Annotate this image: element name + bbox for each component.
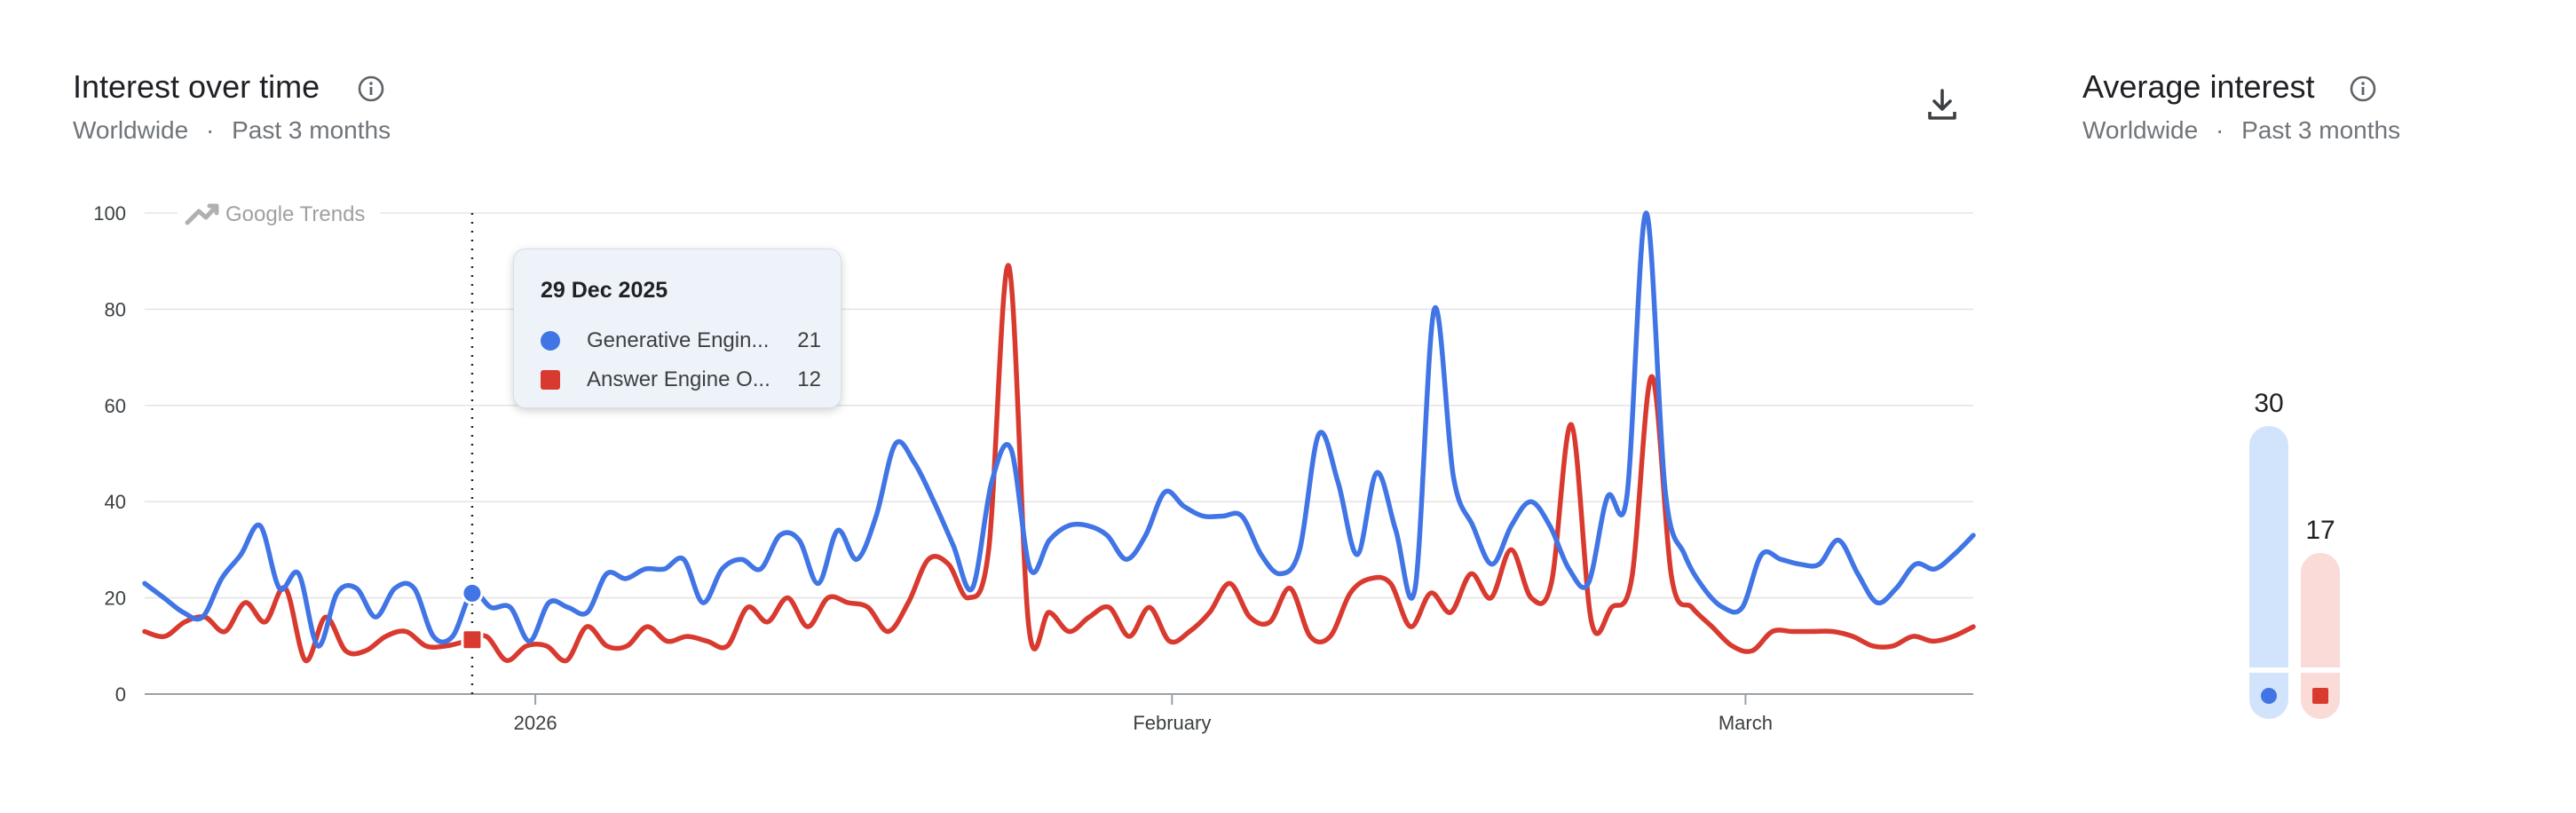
red-square-marker-icon	[2312, 688, 2328, 704]
blue-circle-marker-icon	[541, 331, 560, 351]
period-label: Past 3 months	[232, 116, 391, 144]
x-axis: 2026 February March	[514, 694, 1773, 734]
hover-point-generative-engine	[461, 581, 484, 604]
x-tick-label: March	[1719, 712, 1773, 734]
y-tick-label: 20	[105, 588, 126, 610]
hover-point-answer-engine	[461, 628, 484, 651]
bar-value-label-answer-engine: 17	[2305, 516, 2335, 545]
interest-over-time-title: Interest over time	[73, 68, 320, 105]
blue-circle-marker-icon	[2261, 688, 2277, 704]
google-trends-watermark: Google Trends	[178, 200, 380, 226]
y-tick-label: 80	[105, 298, 126, 320]
tooltip-series-value: 21	[797, 328, 821, 352]
info-icon[interactable]	[2349, 75, 2377, 103]
region-label: Worldwide	[2082, 116, 2199, 144]
chart-grid	[145, 212, 1973, 599]
bar-generative-engine[interactable]	[2249, 426, 2288, 719]
subtitle-separator: ·	[2215, 116, 2224, 144]
tooltip-series-name: Answer Engine O...	[587, 367, 770, 391]
tooltip-date: 29 Dec 2025	[541, 278, 668, 303]
average-interest-title: Average interest	[2082, 68, 2315, 105]
x-tick-label: 2026	[514, 712, 557, 734]
tooltip-row-generative-engine: Generative Engin... 21	[541, 328, 821, 354]
average-interest-subtitle: Worldwide · Past 3 months	[2082, 116, 2400, 145]
region-label: Worldwide	[73, 116, 189, 144]
y-tick-label: 40	[105, 491, 126, 513]
x-tick-label: February	[1133, 712, 1211, 734]
series-line-generative-engine[interactable]	[142, 210, 1976, 649]
red-square-marker-icon	[541, 370, 560, 390]
bar-value-label-generative-engine: 30	[2254, 389, 2283, 418]
download-icon[interactable]	[1917, 80, 1967, 130]
y-tick-label: 100	[93, 202, 126, 225]
bar-divider	[2301, 667, 2340, 673]
bar-answer-engine[interactable]	[2301, 553, 2340, 719]
average-interest-bar-chart: 30 17	[2249, 389, 2340, 719]
y-axis: 0 20 40 60 80 100	[93, 202, 126, 706]
info-icon[interactable]	[357, 75, 385, 103]
tooltip-series-name: Generative Engin...	[587, 328, 770, 352]
y-tick-label: 60	[105, 395, 126, 417]
interest-over-time-subtitle: Worldwide · Past 3 months	[73, 116, 391, 145]
subtitle-separator: ·	[205, 116, 215, 144]
hover-tooltip: 29 Dec 2025 Generative Engin... 21 Answe…	[513, 249, 842, 408]
bar-divider	[2249, 667, 2288, 673]
tooltip-row-answer-engine: Answer Engine O... 12	[541, 367, 821, 393]
period-label: Past 3 months	[2241, 116, 2401, 144]
y-tick-label: 0	[115, 683, 126, 706]
trending-up-icon	[185, 203, 219, 225]
tooltip-series-value: 12	[797, 367, 821, 391]
watermark-text: Google Trends	[225, 202, 365, 226]
